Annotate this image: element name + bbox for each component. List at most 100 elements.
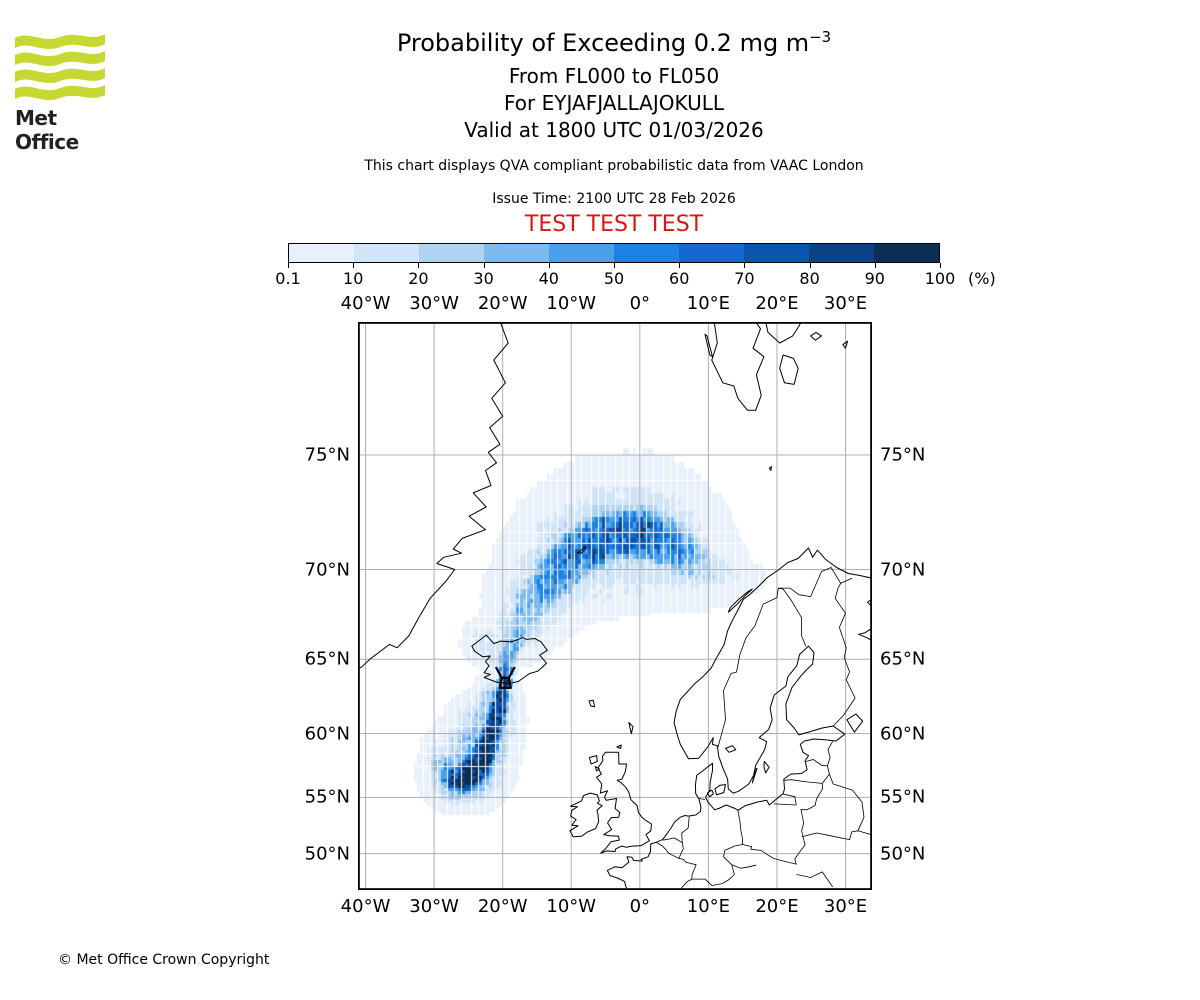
border-ukraine-belarus (801, 830, 872, 840)
coastline-skye (594, 766, 600, 772)
lon-label-top-30°W: 30°W (409, 293, 459, 314)
coastline-bjornoya (768, 466, 772, 471)
border-poland-east (794, 809, 806, 865)
coastline-kong-karls (810, 331, 822, 341)
colorbar-tick-0 (288, 263, 289, 268)
lat-label-left-75°N: 75°N (304, 444, 350, 466)
colorbar-tick-7 (744, 263, 746, 268)
colorbar-tick-label-30: 30 (473, 269, 494, 288)
lat-label-left-60°N: 60°N (304, 723, 350, 745)
colorbar-tick-9 (874, 263, 876, 268)
colorbar-tick-label-40: 40 (538, 269, 559, 288)
lon-label-bottom-30°W: 30°W (409, 896, 459, 917)
border-poland-kaliningrad (773, 803, 797, 806)
coastline-prins-karls (704, 333, 713, 358)
colorbar-tick-label-50: 50 (603, 269, 625, 288)
volcano-symbol (495, 666, 516, 689)
lon-label-top-30°E: 30°E (823, 293, 868, 314)
border-norway-sweden (717, 587, 779, 748)
lon-label-top-10°E: 10°E (686, 293, 731, 314)
border-estonia-russia (827, 741, 833, 767)
colorbar-tick-label-90: 90 (864, 269, 885, 288)
colorbar-tick-4 (548, 263, 550, 268)
colorbar-tick-label-100: 100 (924, 269, 956, 288)
met-office-brand-text: Met Office (15, 106, 79, 154)
colorbar-segment-0 (289, 244, 354, 262)
lon-label-top-0°: 0° (629, 293, 651, 314)
issue-time: Issue Time: 2100 UTC 28 Feb 2026 (492, 191, 736, 207)
logo-wave-1 (15, 51, 105, 67)
map-area (358, 322, 872, 890)
lon-label-top-20°W: 20°W (477, 293, 528, 314)
lon-label-top-10°W: 10°W (546, 293, 597, 314)
border-germany-poland (737, 809, 744, 845)
lon-label-bottom-30°E: 30°E (823, 896, 868, 917)
page-title-text: Probability of Exceeding 0.2 mg m (396, 29, 810, 57)
subtitle-valid-time: Valid at 1800 UTC 01/03/2026 (464, 118, 764, 142)
coastline-nordaustlandet (765, 322, 802, 344)
met-office-logo: Met Office (15, 28, 125, 154)
coastline-mainland-europe (606, 547, 872, 890)
lon-label-bottom-10°W: 10°W (546, 896, 597, 917)
lat-label-left-70°N: 70°N (304, 559, 350, 581)
colorbar-tick-label-20: 20 (408, 269, 429, 288)
colorbar-tick-10 (940, 263, 941, 268)
copyright-notice: © Met Office Crown Copyright (58, 952, 270, 968)
coastline-greenland (358, 322, 509, 669)
logo-wave-2 (15, 68, 105, 84)
lon-label-top-40°W: 40°W (340, 293, 391, 314)
border-france-germany-swiss (655, 841, 697, 889)
coastline-kvitoya (842, 340, 849, 349)
map-frame (358, 322, 872, 890)
border-finland-russia (832, 582, 856, 727)
lat-label-right-50°N: 50°N (880, 843, 926, 865)
colorbar-unit: (%) (968, 269, 996, 288)
colorbar-tick-label-80: 80 (799, 269, 820, 288)
coastline-lofoten (727, 588, 753, 613)
coastline-oland (751, 767, 758, 784)
colorbar-tick-5 (614, 263, 615, 268)
coastline-shetland (628, 722, 634, 735)
colorbar-tick-label-70: 70 (734, 269, 755, 288)
colorbar-segment-3 (484, 244, 549, 262)
border-lithuania-latvia (783, 779, 823, 784)
grid-lines (358, 322, 872, 890)
map-overlay (358, 322, 872, 890)
coastline-gotland (763, 760, 770, 774)
coastline-zealand (714, 784, 726, 796)
coastline-iceland (471, 634, 548, 685)
probability-plume-layer (358, 322, 872, 890)
lon-label-bottom-20°W: 20°W (477, 896, 528, 917)
coastline-ladoga (846, 713, 864, 733)
coastline-hebrides (588, 755, 598, 765)
subtitle-volcano: For EYJAFJALLAJOKULL (504, 91, 724, 115)
colorbar-tick-3 (483, 263, 485, 268)
border-belgium-germany (678, 842, 684, 859)
lat-label-right-55°N: 55°N (880, 786, 926, 808)
coastline-faroes (588, 699, 596, 708)
lon-label-bottom-0°: 0° (629, 896, 651, 917)
border-latvia-lithuania-belarus (800, 765, 830, 811)
lon-label-bottom-10°E: 10°E (686, 896, 731, 917)
lat-label-left-55°N: 55°N (304, 786, 350, 808)
page-title: Probability of Exceeding 0.2 mg m−3 (28, 28, 1200, 57)
border-benelux (662, 816, 690, 844)
border-alps (691, 864, 735, 886)
coastline-ireland (569, 792, 603, 838)
border-sweden-finland (777, 587, 807, 647)
border-latvia-estonia (806, 759, 828, 767)
coastline-white-sea (858, 627, 872, 642)
colorbar-segment-8 (809, 244, 874, 262)
lat-label-right-60°N: 60°N (880, 723, 926, 745)
colorbar-segment-7 (744, 244, 809, 262)
border-denmark-germany (698, 798, 705, 800)
colorbar-segment-2 (419, 244, 484, 262)
border-norway-finland-russia (777, 567, 853, 597)
colorbar-tick-label-60: 60 (669, 269, 690, 288)
logo-wave-3 (15, 85, 105, 101)
colorbar-tick-1 (353, 263, 355, 268)
lat-label-left-50°N: 50°N (304, 843, 350, 865)
coastline-funen (706, 789, 714, 798)
coastline-great-britain (596, 751, 652, 854)
